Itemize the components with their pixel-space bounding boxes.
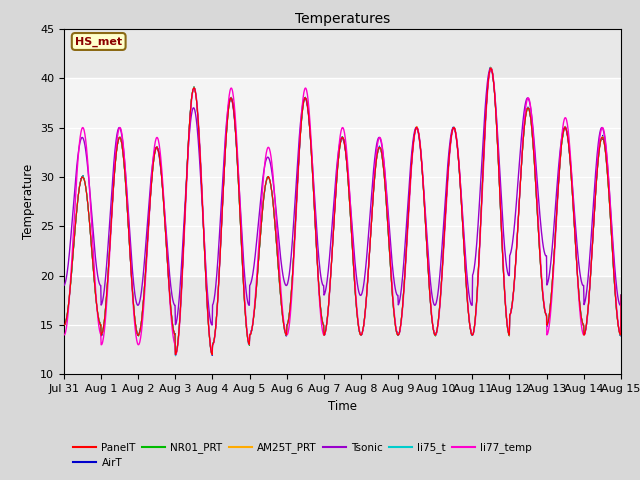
Legend: PanelT, AirT, NR01_PRT, AM25T_PRT, Tsonic, li75_t, li77_temp: PanelT, AirT, NR01_PRT, AM25T_PRT, Tsoni… [69, 438, 536, 472]
Text: HS_met: HS_met [75, 36, 122, 47]
Y-axis label: Temperature: Temperature [22, 164, 35, 239]
Title: Temperatures: Temperatures [295, 12, 390, 26]
X-axis label: Time: Time [328, 400, 357, 413]
Bar [64, 78, 621, 276]
